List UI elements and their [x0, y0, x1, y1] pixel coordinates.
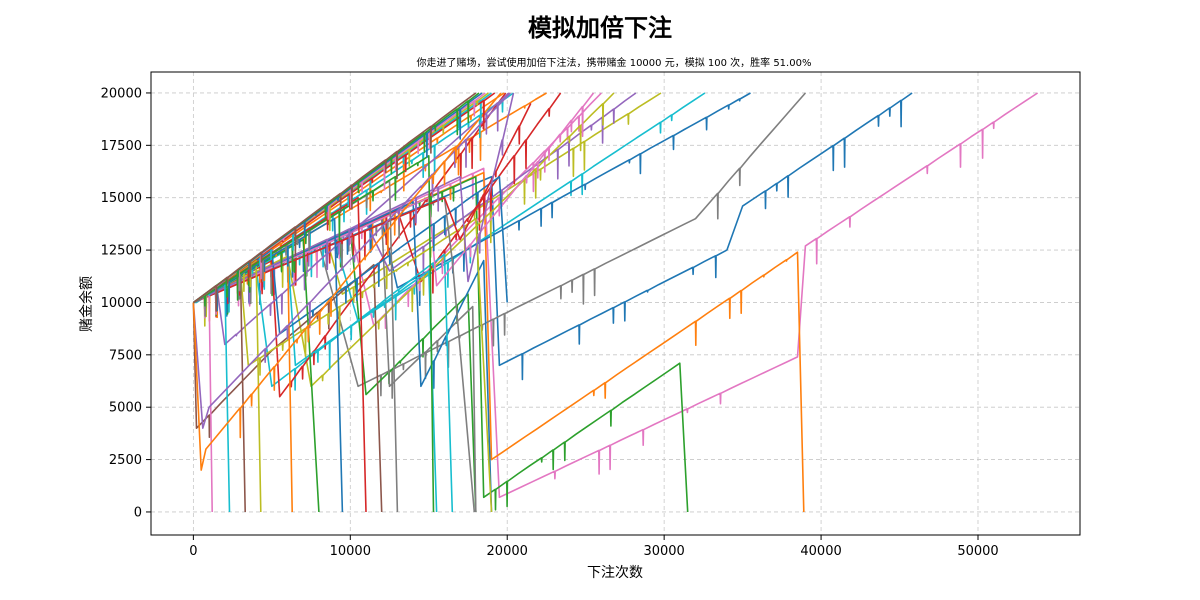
y-tick-label: 10000 — [101, 296, 142, 311]
series-line — [193, 92, 1039, 499]
y-tick-label: 15000 — [101, 191, 142, 206]
series-line — [193, 92, 615, 388]
series-line — [192, 92, 477, 312]
y-tick-label: 7500 — [109, 348, 142, 363]
series-layer — [192, 92, 1039, 513]
y-tick-label: 17500 — [101, 139, 142, 154]
x-tick-label: 20000 — [487, 544, 528, 559]
x-tick-label: 40000 — [800, 544, 841, 559]
series-line — [192, 92, 511, 430]
series-line — [192, 92, 505, 322]
y-tick-label: 2500 — [109, 453, 142, 468]
series-line — [192, 92, 480, 304]
plot-frame — [150, 71, 1081, 536]
y-tick-label: 0 — [134, 505, 142, 520]
y-axis-label: 赌金余额 — [78, 276, 95, 332]
series-line — [193, 92, 602, 330]
series-line — [192, 92, 510, 346]
y-tick-label: 12500 — [101, 244, 142, 259]
y-tick-label: 20000 — [101, 86, 142, 101]
grid-lines — [151, 72, 1080, 535]
series-line — [193, 92, 515, 305]
series-line — [193, 92, 706, 323]
x-axis-label: 下注次数 — [587, 565, 643, 581]
series-line — [192, 155, 435, 513]
series-line — [193, 176, 689, 513]
chart-subtitle: 你走进了赌场，尝试使用加倍下注法，携带赌金 10000 元，模拟 100 次，胜… — [416, 58, 812, 69]
x-tick-label: 0 — [189, 544, 197, 559]
x-tick-label: 50000 — [957, 544, 998, 559]
series-line — [193, 92, 595, 319]
series-line — [192, 263, 383, 513]
series-line — [193, 201, 493, 513]
y-tick-label: 5000 — [109, 401, 142, 416]
chart-title: 模拟加倍下注 — [528, 14, 672, 42]
series-line — [192, 92, 502, 471]
x-tick-label: 10000 — [330, 544, 371, 559]
tick-layer: 0 10000 20000 30000 40000 50000 0 2500 5000 7500 1… — [101, 86, 999, 559]
x-tick-label: 30000 — [643, 544, 684, 559]
